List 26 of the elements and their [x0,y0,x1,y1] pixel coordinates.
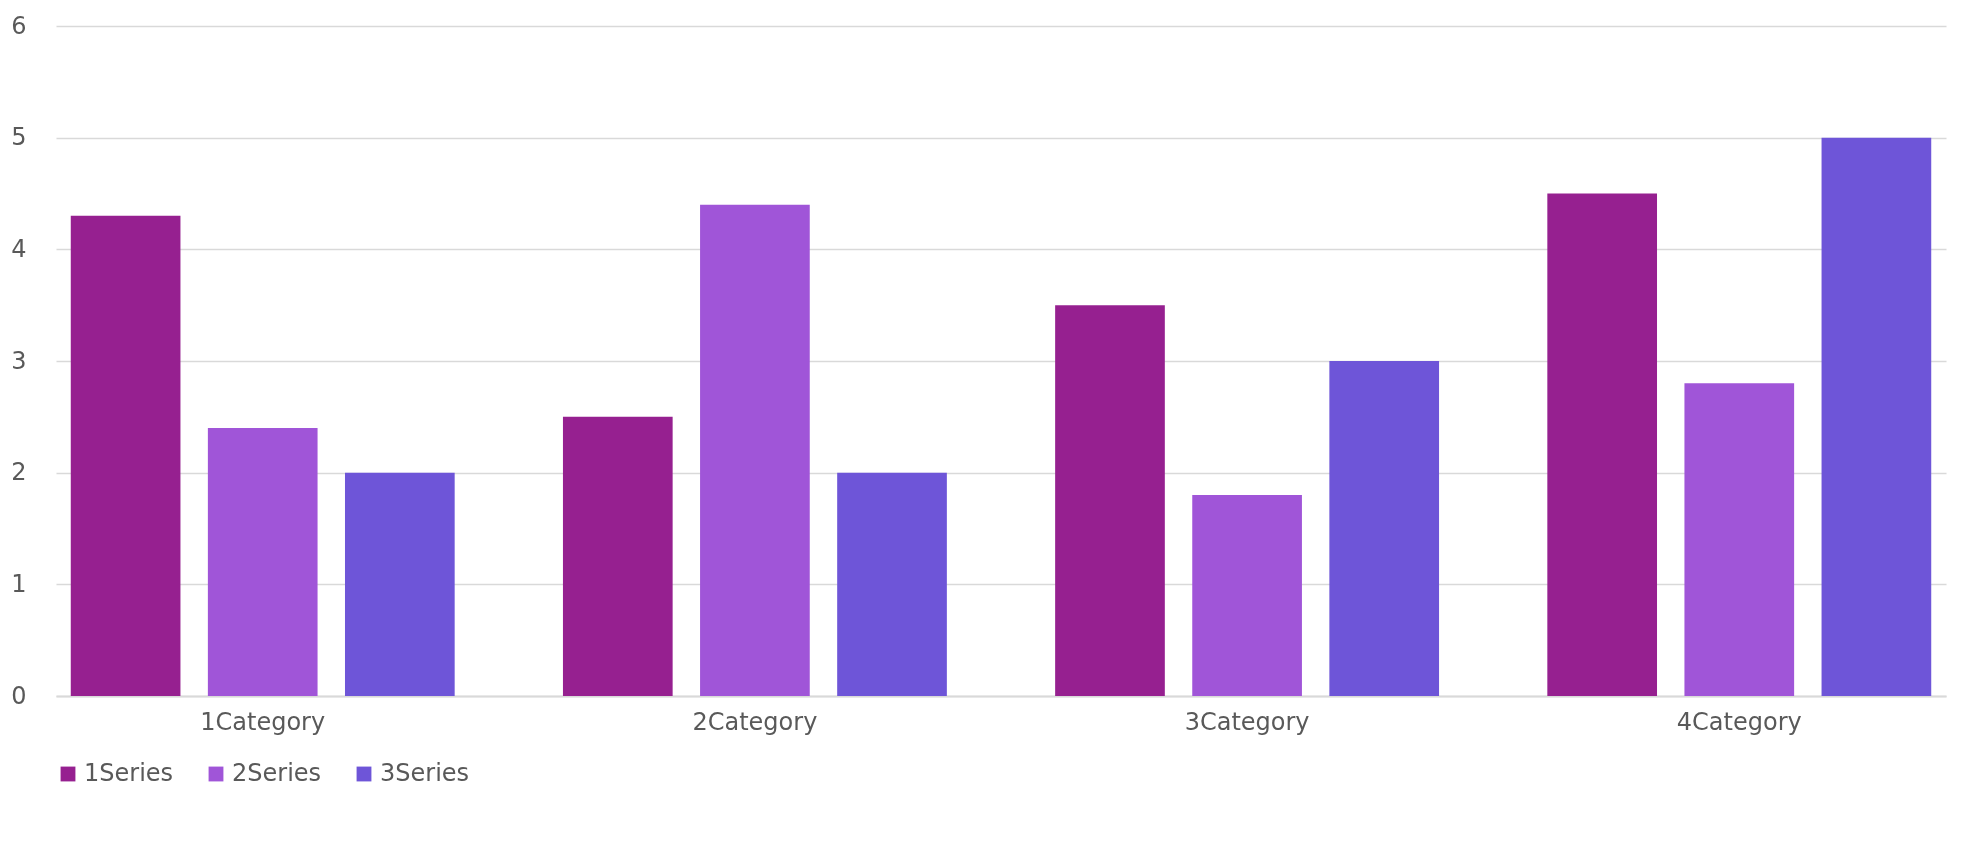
legend-label: 3Series [380,759,470,787]
y-tick-label: 1 [11,569,27,598]
x-tick-label: 4Category [1676,707,1802,736]
legend-label: 2Series [232,759,322,787]
y-tick-label: 5 [11,123,27,152]
bar [562,416,673,696]
x-tick-label: 3Category [1184,707,1310,736]
x-tick-label: 2Category [692,707,818,736]
bar [700,204,810,696]
y-tick-label: 3 [11,346,27,375]
y-tick-label: 6 [11,11,27,40]
legend-label: 1Series [84,759,174,787]
y-tick-label: 4 [11,234,27,263]
bar [207,428,318,696]
bar [837,472,947,696]
y-tick-label: 0 [11,681,27,710]
y-tick-label: 2 [11,458,27,487]
bar [1547,193,1658,696]
bar [1329,361,1440,696]
x-tick-label: 1Category [200,707,326,736]
bar [344,472,455,696]
bar [1192,495,1302,696]
bar [1821,137,1932,696]
bar [1055,305,1165,696]
bar [70,215,181,696]
bar [1684,383,1795,696]
